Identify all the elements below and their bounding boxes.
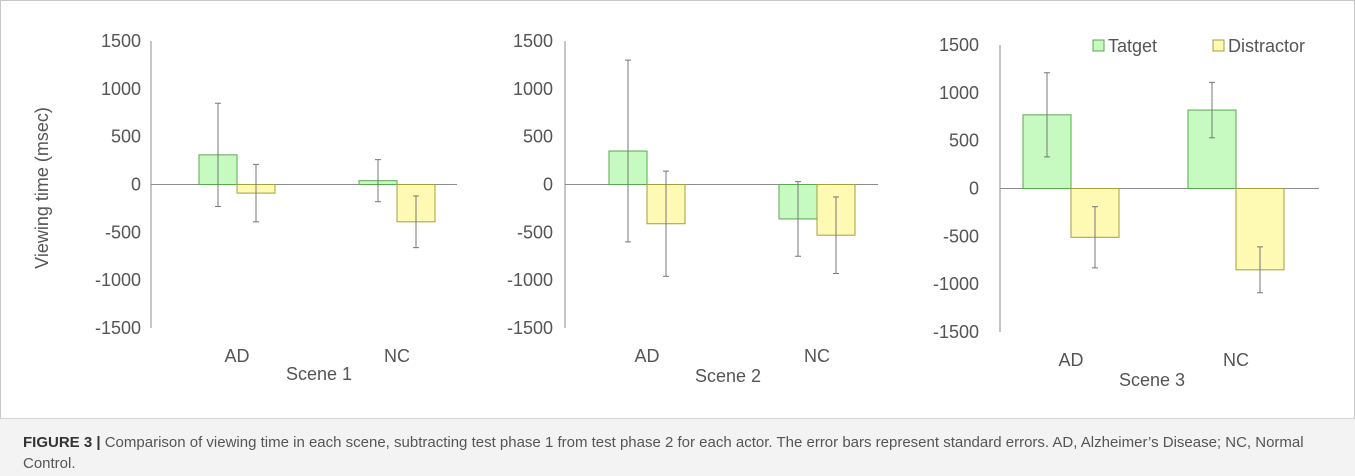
y-tick-label: -1000 [507,270,553,290]
y-tick-label: -1500 [507,318,553,338]
y-tick-label: 500 [949,131,979,151]
y-tick-label: -500 [943,226,979,246]
legend-swatch-distractor [1212,39,1225,52]
y-axis-label: Viewing time (msec) [32,107,52,269]
y-tick-label: 500 [111,127,141,147]
category-label-ad: AD [1058,350,1083,370]
legend-swatch-tatget [1092,39,1105,52]
y-tick-label: -1500 [933,322,979,342]
category-label-nc: NC [1223,350,1249,370]
figure-caption: FIGURE 3 | Comparison of viewing time in… [0,418,1355,476]
y-tick-label: 1000 [939,83,979,103]
y-tick-label: 500 [523,127,553,147]
x-axis-label: Scene 1 [286,364,352,384]
legend-label-distractor: Distractor [1228,36,1305,56]
bar-charts: 1500 1000 500 0 -500 -1000 -1500 AD NC Scene 1 Vie… [32,31,1319,390]
category-label-ad: AD [634,346,659,366]
y-tick-label: 1000 [513,79,553,99]
caption-label: FIGURE 3 | [23,434,101,451]
caption-body: Comparison of viewing time in each scene… [23,434,1304,472]
y-tick-label: -500 [105,222,141,242]
category-label-nc: NC [804,346,830,366]
y-tick-label: 0 [543,175,553,195]
y-tick-label: -1000 [933,274,979,294]
x-axis-label: Scene 2 [695,366,761,386]
x-axis-label: Scene 3 [1119,370,1185,390]
y-tick-label: 0 [969,179,979,199]
category-label-ad: AD [224,346,249,366]
y-tick-label: 0 [131,175,141,195]
category-label-nc: NC [384,346,410,366]
y-tick-label: -1000 [95,270,141,290]
legend-label-tatget: Tatget [1108,36,1157,56]
y-tick-label: -1500 [95,318,141,338]
y-tick-label: -500 [517,222,553,242]
y-tick-label: 1500 [513,31,553,51]
y-tick-label: 1500 [939,35,979,55]
y-tick-label: 1500 [101,31,141,51]
y-tick-label: 1000 [101,79,141,99]
